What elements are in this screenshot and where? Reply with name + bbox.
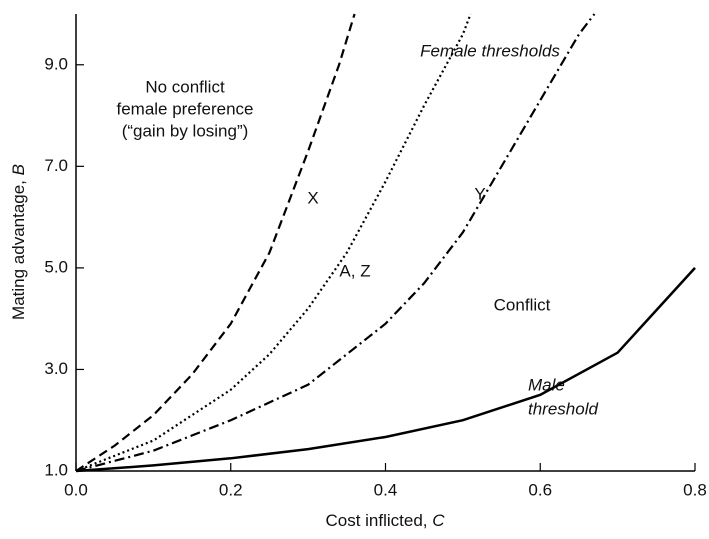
annotation: Conflict: [494, 295, 551, 314]
x-tick-label: 0.4: [374, 480, 398, 499]
y-axis-label: Mating advantage, B: [9, 164, 28, 320]
x-axis-label-text: Cost inflicted,: [325, 511, 432, 530]
x-axis-label: Cost inflicted, C: [325, 511, 445, 530]
annotation: No conflict: [145, 77, 225, 96]
y-axis-label-text: Mating advantage,: [9, 175, 28, 320]
y-tick-label: 3.0: [44, 359, 68, 378]
x-axis-label-var: C: [432, 511, 445, 530]
y-tick-label: 7.0: [44, 156, 68, 175]
x-tick-label: 0.2: [219, 480, 243, 499]
annotation: threshold: [528, 399, 598, 418]
annotation: (“gain by losing”): [122, 121, 249, 140]
annotation: A, Z: [339, 261, 370, 280]
annotation: Female thresholds: [420, 41, 560, 60]
x-tick-label: 0.6: [528, 480, 552, 499]
x-tick-label: 0.0: [64, 480, 88, 499]
line: [75, 13, 596, 473]
line: [75, 13, 472, 473]
y-tick-label: 1.0: [44, 460, 68, 479]
line: [75, 13, 356, 472]
y-tick-label: 5.0: [44, 257, 68, 276]
annotation: female preference: [116, 99, 253, 118]
line: [75, 267, 696, 473]
annotation: X: [307, 188, 318, 207]
y-axis-label-var: B: [9, 164, 28, 175]
y-tick-label: 9.0: [44, 54, 68, 73]
x-tick-label: 0.8: [683, 480, 707, 499]
annotation: Male: [528, 375, 565, 394]
annotation: Y: [474, 184, 485, 203]
